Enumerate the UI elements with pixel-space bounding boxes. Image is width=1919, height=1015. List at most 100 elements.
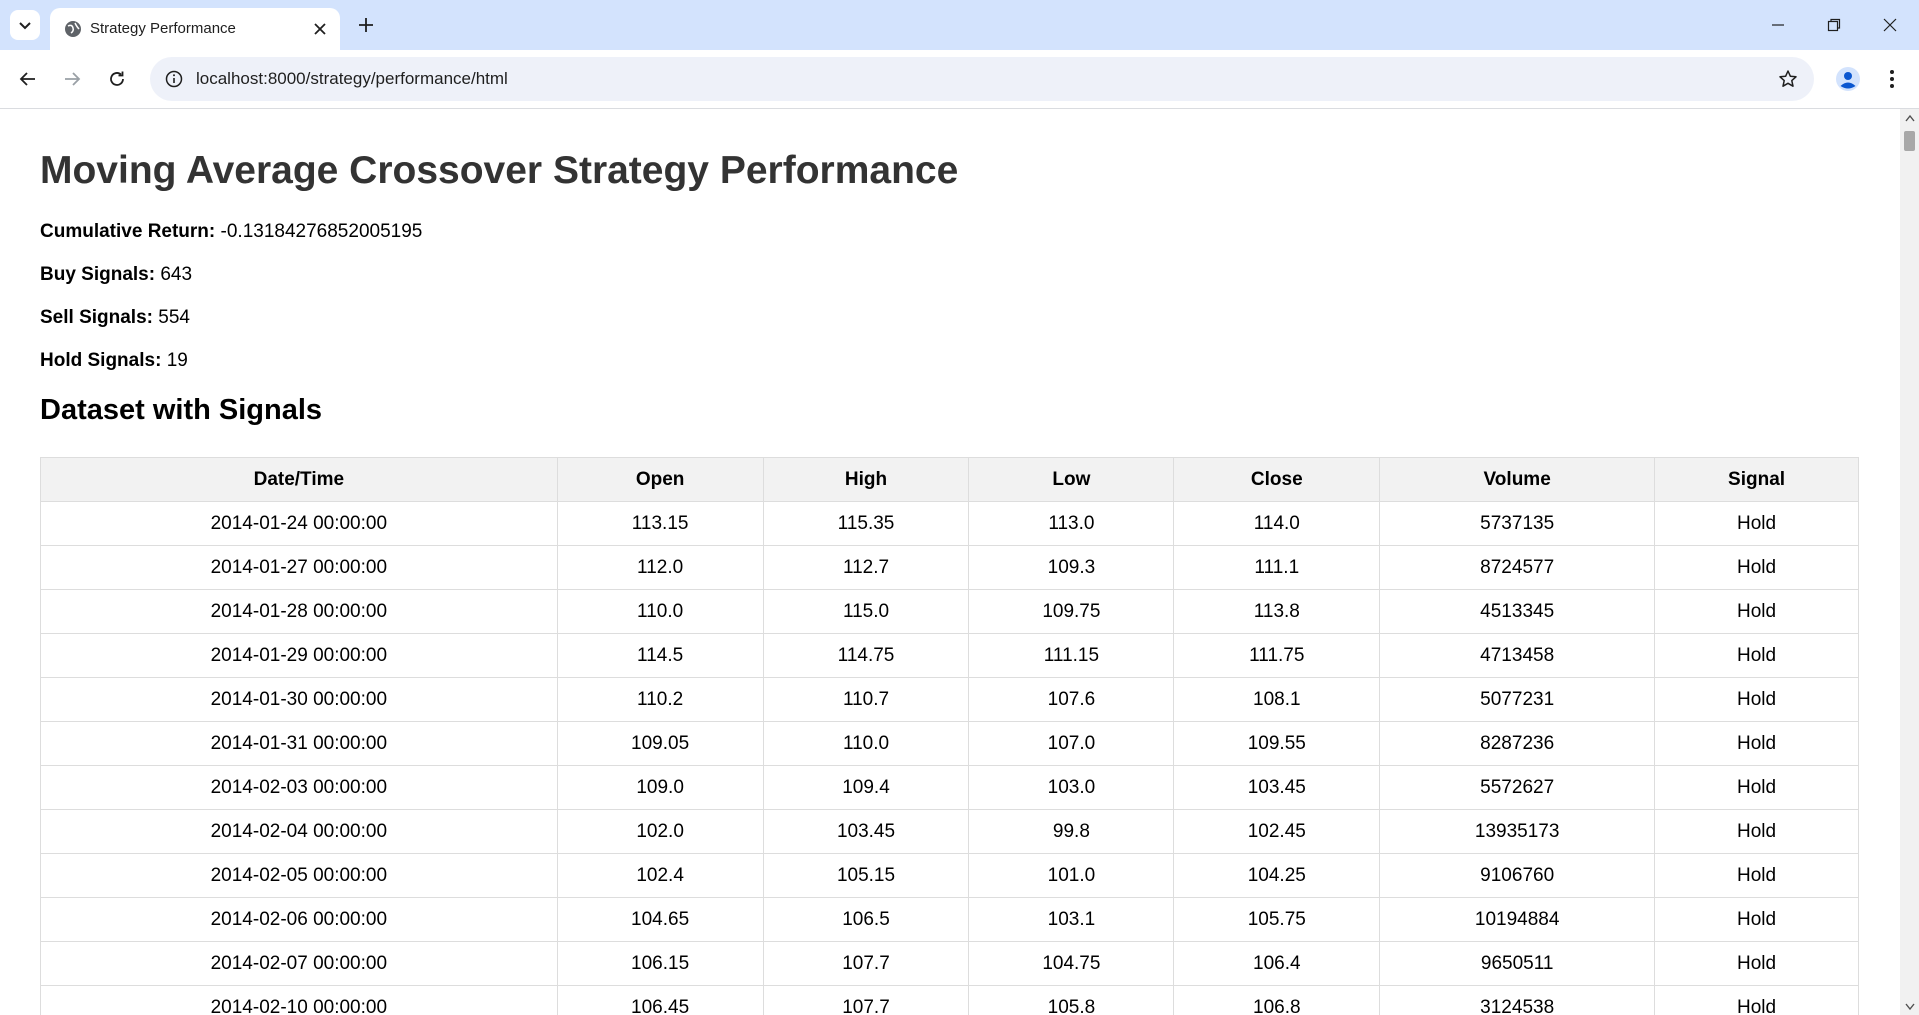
page-title: Moving Average Crossover Strategy Perfor… — [40, 149, 959, 192]
cell-volume: 13935173 — [1379, 809, 1656, 854]
cell-high: 110.0 — [762, 721, 970, 766]
cell-volume: 3124538 — [1379, 985, 1656, 1015]
cumulative-return-label: Cumulative Return: — [40, 221, 216, 242]
cell-signal: Hold — [1654, 985, 1859, 1015]
profile-button[interactable] — [1832, 63, 1864, 95]
table-row: 2014-01-29 00:00:00 114.5 114.75 111.15 111.… — [40, 633, 1859, 678]
cell-high: 114.75 — [762, 633, 970, 678]
cell-signal: Hold — [1654, 501, 1859, 546]
cell-volume: 8724577 — [1379, 545, 1656, 590]
cell-low: 111.15 — [968, 633, 1175, 678]
cell-signal: Hold — [1654, 853, 1859, 898]
url-text[interactable]: localhost:8000/strategy/performance/html — [196, 69, 508, 88]
address-bar[interactable]: localhost:8000/strategy/performance/html — [150, 57, 1814, 101]
minimize-button[interactable] — [1750, 0, 1806, 50]
column-header-datetime: Date/Time — [40, 457, 558, 502]
restore-button[interactable] — [1806, 0, 1862, 50]
bookmark-button[interactable] — [1774, 65, 1802, 93]
scroll-up-button[interactable] — [1900, 109, 1919, 126]
cell-open: 104.65 — [556, 897, 764, 942]
cell-volume: 4713458 — [1379, 633, 1656, 678]
cell-datetime: 2014-02-05 00:00:00 — [40, 853, 558, 898]
cell-volume: 5737135 — [1379, 501, 1656, 546]
cell-close: 102.45 — [1173, 809, 1381, 854]
person-icon — [1836, 67, 1860, 91]
cell-volume: 8287236 — [1379, 721, 1656, 766]
minimize-icon — [1772, 24, 1784, 26]
signals-table: Date/Time Open High Low Close Volume Sig… — [40, 457, 1859, 1015]
cell-low: 113.0 — [968, 501, 1175, 546]
reload-icon — [110, 71, 124, 86]
cell-close: 108.1 — [1173, 677, 1381, 722]
cell-datetime: 2014-01-24 00:00:00 — [40, 501, 558, 546]
cell-datetime: 2014-01-29 00:00:00 — [40, 633, 558, 678]
star-icon — [1779, 70, 1797, 87]
buy-signals-value: 643 — [160, 264, 193, 285]
cell-signal: Hold — [1654, 633, 1859, 678]
cumulative-return-value: -0.13184276852005195 — [220, 221, 423, 242]
table-row: 2014-02-04 00:00:00 102.0 103.45 99.8 102.45… — [40, 809, 1859, 854]
restore-icon — [1827, 18, 1841, 32]
back-button[interactable] — [12, 63, 44, 95]
cell-close: 113.8 — [1173, 589, 1381, 634]
cumulative-return-stat: Cumulative Return: -0.13184276852005195 — [40, 220, 422, 244]
cell-close: 106.4 — [1173, 941, 1381, 986]
cell-datetime: 2014-02-03 00:00:00 — [40, 765, 558, 810]
column-header-low: Low — [968, 457, 1175, 502]
site-info-button[interactable] — [160, 65, 188, 93]
scroll-thumb[interactable] — [1904, 131, 1915, 151]
cell-close: 106.8 — [1173, 985, 1381, 1015]
cell-open: 109.0 — [556, 765, 764, 810]
browser-menu-button[interactable] — [1876, 63, 1908, 95]
close-icon — [314, 23, 326, 35]
tab-search-button[interactable] — [10, 10, 40, 40]
column-header-signal: Signal — [1654, 457, 1859, 502]
active-tab[interactable]: Strategy Performance — [50, 8, 340, 50]
toolbar: localhost:8000/strategy/performance/html — [0, 50, 1919, 109]
cell-close: 103.45 — [1173, 765, 1381, 810]
table-header-row: Date/Time Open High Low Close Volume Sig… — [40, 457, 1859, 502]
cell-low: 109.75 — [968, 589, 1175, 634]
arrow-right-icon — [65, 72, 81, 86]
close-window-button[interactable] — [1862, 0, 1918, 50]
cell-close: 111.75 — [1173, 633, 1381, 678]
cell-signal: Hold — [1654, 765, 1859, 810]
reload-button[interactable] — [101, 63, 133, 95]
cell-low: 107.6 — [968, 677, 1175, 722]
cell-volume: 5077231 — [1379, 677, 1656, 722]
cell-low: 107.0 — [968, 721, 1175, 766]
close-icon — [1883, 18, 1897, 32]
hold-signals-value: 19 — [166, 350, 188, 371]
cell-signal: Hold — [1654, 941, 1859, 986]
cell-signal: Hold — [1654, 545, 1859, 590]
cell-close: 109.55 — [1173, 721, 1381, 766]
cell-high: 103.45 — [762, 809, 970, 854]
cell-volume: 9650511 — [1379, 941, 1656, 986]
cell-open: 114.5 — [556, 633, 764, 678]
cell-high: 115.0 — [762, 589, 970, 634]
table-row: 2014-02-10 00:00:00 106.45 107.7 105.8 106.8… — [40, 985, 1859, 1015]
tab-close-button[interactable] — [308, 17, 332, 41]
cell-datetime: 2014-02-06 00:00:00 — [40, 897, 558, 942]
cell-low: 101.0 — [968, 853, 1175, 898]
cell-signal: Hold — [1654, 589, 1859, 634]
sell-signals-value: 554 — [158, 307, 190, 328]
cell-signal: Hold — [1654, 897, 1859, 942]
cell-low: 105.8 — [968, 985, 1175, 1015]
page-scrollbar[interactable] — [1900, 109, 1919, 1015]
forward-button[interactable] — [56, 63, 88, 95]
cell-high: 105.15 — [762, 853, 970, 898]
cell-open: 102.4 — [556, 853, 764, 898]
triangle-down-icon — [1904, 1003, 1915, 1010]
page-viewport: Moving Average Crossover Strategy Perfor… — [0, 109, 1900, 1015]
cell-open: 110.2 — [556, 677, 764, 722]
cell-volume: 9106760 — [1379, 853, 1656, 898]
sell-signals-label: Sell Signals: — [40, 307, 153, 328]
column-header-high: High — [762, 457, 970, 502]
column-header-volume: Volume — [1379, 457, 1656, 502]
hold-signals-stat: Hold Signals: 19 — [40, 349, 188, 373]
scroll-down-button[interactable] — [1900, 998, 1919, 1015]
new-tab-button[interactable] — [352, 11, 380, 39]
plus-icon — [359, 18, 373, 32]
triangle-up-icon — [1904, 114, 1915, 121]
